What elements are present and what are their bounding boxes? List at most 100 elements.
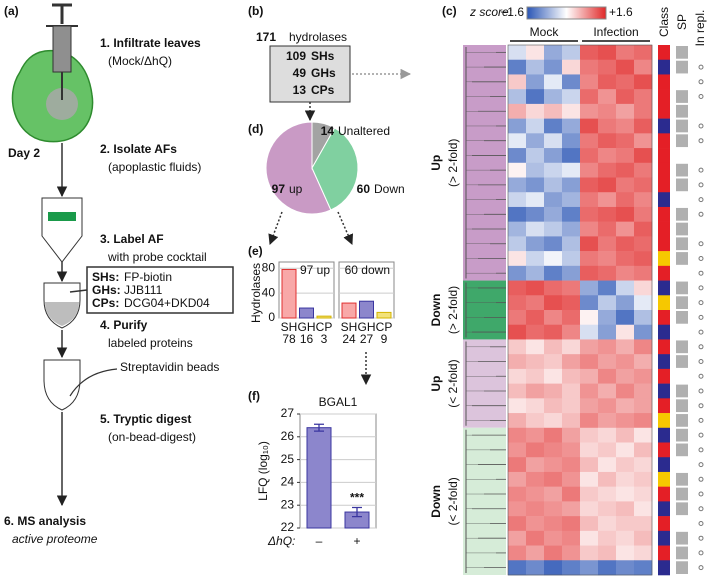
class-box xyxy=(269,45,351,103)
heatmap-cell xyxy=(508,471,527,487)
panel-label: (f) xyxy=(248,389,260,403)
heatmap-cell xyxy=(526,74,545,90)
side-label: In repl. xyxy=(693,10,707,47)
sp-cell xyxy=(676,119,688,133)
heatmap-cell xyxy=(526,103,545,119)
heatmap-cell xyxy=(544,368,563,384)
heatmap-cell xyxy=(580,177,599,193)
heatmap-cell xyxy=(508,133,527,149)
heatmap-cell xyxy=(526,486,545,502)
heatmap-cell xyxy=(634,59,653,75)
heatmap-cell xyxy=(616,148,635,164)
y-tick-label: 23 xyxy=(281,497,295,511)
class-cell xyxy=(658,339,670,355)
x-tick-label: + xyxy=(353,534,360,548)
heatmap-cell xyxy=(526,530,545,546)
heatmap-cell xyxy=(526,118,545,134)
heatmap-cell xyxy=(598,545,617,561)
side-label: SP xyxy=(675,14,689,30)
heatmap-cell xyxy=(562,295,581,311)
heatmap-cell xyxy=(508,516,527,532)
repl-dot xyxy=(698,476,704,482)
class-cell xyxy=(658,413,670,429)
heatmap-cell xyxy=(634,236,653,252)
heatmap-cell xyxy=(526,280,545,296)
heatmap-cell xyxy=(634,206,653,222)
heatmap-cell xyxy=(598,162,617,178)
heatmap-cell xyxy=(562,398,581,414)
heatmap-cell xyxy=(616,427,635,443)
heatmap-cell xyxy=(544,383,563,399)
facet-title: 97 up xyxy=(300,263,330,277)
group-sublabel: (< 2-fold) xyxy=(446,477,460,525)
heatmap-cell xyxy=(634,545,653,561)
heatmap-cell xyxy=(544,310,563,326)
side-label: Class xyxy=(657,7,671,37)
heatmap-cell xyxy=(526,45,545,61)
heatmap-cell xyxy=(562,383,581,399)
bar xyxy=(306,427,332,529)
heatmap-cell xyxy=(598,442,617,458)
error-bar xyxy=(352,506,362,518)
heatmap-cell xyxy=(634,265,653,281)
heatmap-cell xyxy=(580,148,599,164)
sp-cell xyxy=(676,414,688,427)
heatmap-cell xyxy=(544,59,563,75)
heatmap-cell xyxy=(562,560,581,576)
sp-cell xyxy=(676,531,688,545)
heatmap-cell xyxy=(562,103,581,119)
tube xyxy=(43,359,81,411)
heatmap-cell xyxy=(580,295,599,311)
repl-dot xyxy=(698,314,704,320)
heatmap-cell xyxy=(598,516,617,532)
heatmap-cell xyxy=(616,516,635,532)
heatmap-cell xyxy=(508,74,527,90)
heatmap-cell xyxy=(544,74,563,90)
step-detail: labeled proteins xyxy=(108,336,193,350)
repl-dot xyxy=(698,491,704,497)
group-sublabel: (< 2-fold) xyxy=(446,359,460,407)
heatmap-cell xyxy=(598,251,617,267)
heatmap-cell xyxy=(616,265,635,281)
sp-cell xyxy=(676,222,688,236)
class-cell xyxy=(658,280,670,296)
repl-dot xyxy=(698,388,704,394)
probe-class: CPs: xyxy=(92,296,119,310)
heatmap-cell xyxy=(544,265,563,281)
value-label: 16 xyxy=(300,332,314,346)
class-cell xyxy=(658,162,670,178)
heatmap-cell xyxy=(526,354,545,370)
y-tick-label: 26 xyxy=(281,429,295,443)
error-bar xyxy=(314,423,324,432)
y-axis-label: Hydrolases xyxy=(249,263,263,323)
connector xyxy=(69,289,88,293)
heatmap-cell xyxy=(598,398,617,414)
heatmap-cell xyxy=(616,486,635,502)
heatmap-cell xyxy=(580,501,599,517)
heatmap-cell xyxy=(526,324,545,340)
heatmap-cell xyxy=(544,530,563,546)
heatmap-cell xyxy=(562,177,581,193)
sp-cell xyxy=(676,502,688,516)
x-tick-label: SH xyxy=(341,320,358,334)
heatmap-cell xyxy=(580,310,599,326)
heatmap-cell xyxy=(580,280,599,296)
heatmap-cell xyxy=(508,486,527,502)
heatmap-cell xyxy=(580,118,599,134)
repl-dot xyxy=(698,373,704,379)
heatmap-cell xyxy=(526,192,545,208)
heatmap-cell xyxy=(526,545,545,561)
sp-cell xyxy=(676,561,688,574)
y-tick-label: 80 xyxy=(262,260,276,274)
day-label: Day 2 xyxy=(8,146,40,160)
heatmap-cell xyxy=(598,103,617,119)
heatmap-cell xyxy=(580,103,599,119)
heatmap-cell xyxy=(544,545,563,561)
class-cell xyxy=(658,265,670,281)
heatmap-cell xyxy=(598,118,617,134)
heatmap-cell xyxy=(508,236,527,252)
heatmap-cell xyxy=(562,74,581,90)
step-detail: with probe cocktail xyxy=(107,250,207,264)
heatmap-cell xyxy=(526,310,545,326)
pie-value-label: 14 xyxy=(321,124,335,138)
